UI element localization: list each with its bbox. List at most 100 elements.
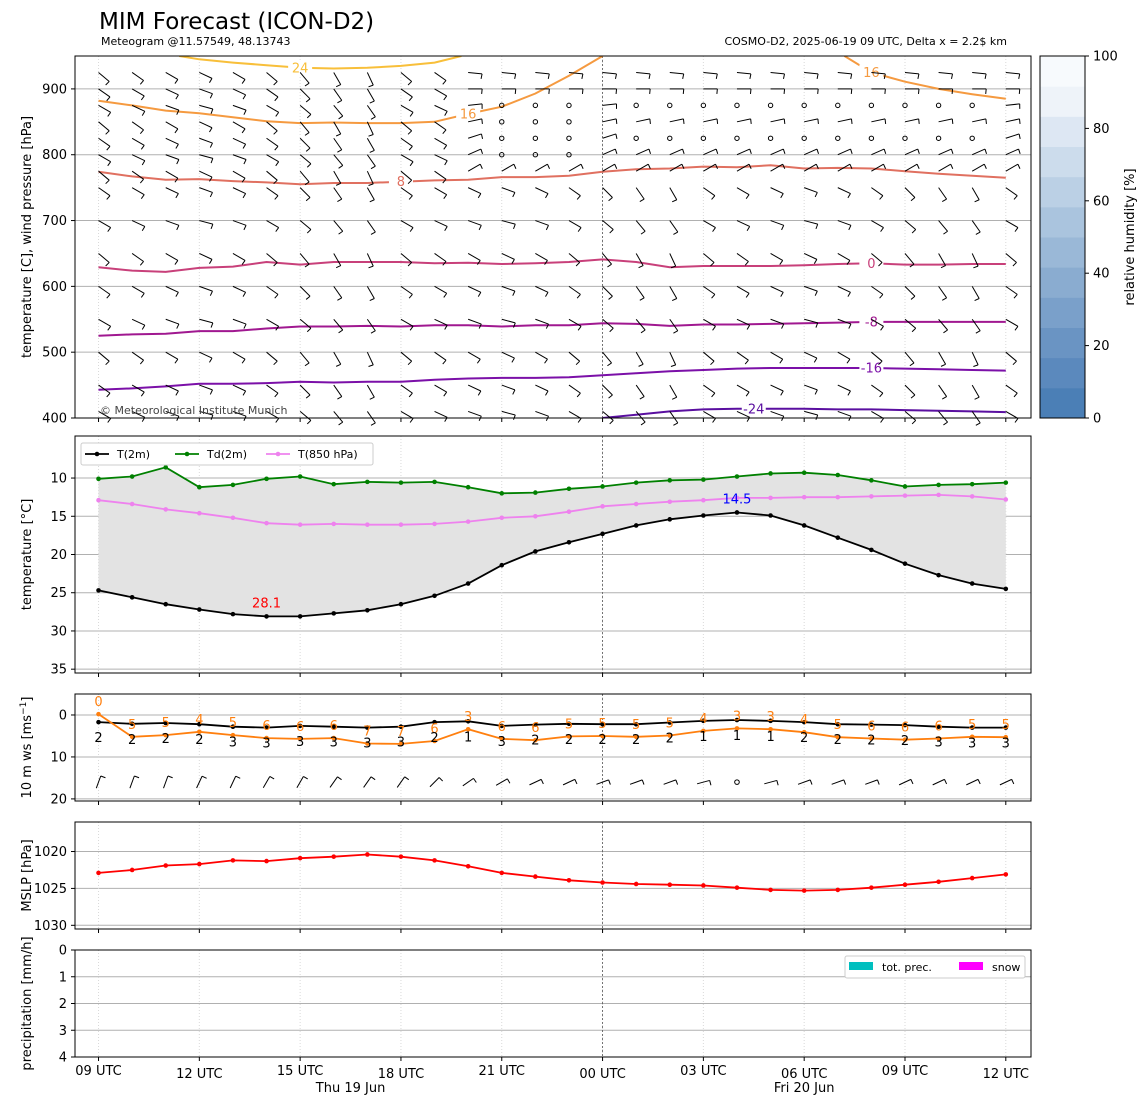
figure-title: MIM Forecast (ICON-D2) [99, 9, 374, 35]
wind-barb-flag [368, 134, 374, 137]
wind-barb-staff [199, 88, 213, 95]
wind-barb-staff [199, 285, 213, 292]
data-point [533, 874, 538, 879]
wind-barb-staff [602, 133, 617, 139]
legend-swatch [959, 962, 983, 970]
data-point [869, 885, 874, 890]
gust-value-label: 6 [531, 721, 539, 736]
calm-wind-circle [734, 102, 740, 109]
wind-barb-staff [568, 285, 581, 295]
wind-barb-staff [434, 285, 447, 294]
mean-wind-label: 1 [733, 729, 741, 744]
wind-barb-flag [235, 775, 241, 779]
wind-barb-flag [745, 391, 750, 397]
wind-barb-flag [850, 73, 853, 79]
wind-barb-staff [831, 779, 845, 785]
wind-barb-flag [780, 390, 784, 396]
wind-barb-staff [501, 71, 516, 75]
data-point [902, 882, 908, 888]
wind-barb-flag [303, 776, 308, 780]
wind-barb-staff [366, 411, 376, 424]
day-label: Fri 20 Jun [774, 1081, 835, 1096]
isotherm-line [98, 320, 1006, 337]
y-tick-label: 20 [50, 548, 67, 563]
spread-fill [98, 467, 1006, 617]
wind-barb-flag [1017, 163, 1021, 169]
wind-barb-flag [710, 262, 715, 267]
wind-barb-staff [131, 121, 144, 131]
wind-barb-flag [974, 199, 980, 203]
wind-barb-staff [535, 285, 549, 293]
calm-wind-circle [532, 102, 539, 109]
data-point [969, 875, 975, 881]
data-point [465, 581, 471, 586]
wind-barb-flag [140, 391, 145, 397]
wind-barb-flag [577, 227, 582, 232]
wind-barb-staff [932, 778, 945, 786]
mean-wind-label: 2 [666, 732, 674, 747]
wind-barb-flag [776, 780, 779, 786]
colorbar-tick-label: 80 [1093, 122, 1110, 137]
wind-barb-staff [366, 187, 375, 201]
wind-barb-flag [814, 389, 818, 395]
wind-barb-flag [712, 227, 716, 232]
wind-barb-flag [745, 194, 750, 200]
wind-barb-flag [201, 775, 207, 779]
isotherm-line [98, 258, 1006, 273]
wind-barb-staff [366, 286, 375, 299]
calm-wind-circle [969, 135, 975, 141]
data-point [969, 581, 975, 586]
precipitation-panel: 0 1 2 3 4 precipitation [mm/h] tot. prec. snow [20, 936, 1032, 1071]
wind-barb-flag [918, 118, 920, 124]
wind-barb-flag [608, 779, 611, 785]
wind-barb-flag [850, 118, 853, 124]
wind-barb-staff [131, 170, 144, 180]
wind-barb-staff [635, 253, 644, 266]
wind-barb-flag [639, 198, 645, 202]
wind-barb-flag [577, 325, 582, 331]
wind-barb-staff [669, 148, 683, 156]
data-point [230, 515, 236, 521]
data-point [432, 479, 437, 485]
wind-barb-flag [107, 418, 112, 423]
wind-barb-staff [736, 71, 751, 75]
wind-barb-flag [909, 362, 915, 367]
wind-barb-staff [535, 71, 550, 75]
wind-barb-flag [443, 293, 448, 298]
wind-barb-staff [703, 148, 717, 156]
wind-barb-flag [545, 193, 549, 199]
y-tick-label: 15 [50, 510, 67, 525]
calm-wind-circle [532, 135, 539, 141]
wind-barb-flag [910, 779, 914, 785]
data-point [331, 611, 337, 616]
wind-barb-staff [400, 137, 413, 147]
wind-barb-flag [1018, 73, 1021, 79]
data-point [432, 858, 437, 863]
wind-barb-flag [210, 108, 214, 114]
wind-barb-flag [275, 112, 280, 117]
y-axis-label: precipitation [mm/h] [20, 936, 35, 1070]
data-point [365, 522, 370, 527]
wind-barb-flag [710, 360, 715, 366]
data-point [566, 486, 572, 492]
wind-barb-staff [266, 88, 279, 98]
wind-barb-staff [971, 220, 981, 233]
data-point [96, 476, 101, 482]
wind-barb-staff [971, 187, 980, 201]
wind-barb-staff [468, 118, 482, 123]
mean-wind-label: 3 [296, 735, 304, 750]
wind-barb-staff [131, 137, 145, 146]
wind-barb-staff [366, 351, 374, 366]
wind-barb-flag [140, 144, 145, 150]
wind-barb-staff [467, 187, 482, 195]
y-tick-label: 0 [59, 944, 67, 959]
contour-label-bg [859, 359, 884, 376]
wind-barb-flag [1013, 392, 1018, 398]
wind-barb-staff [797, 779, 811, 785]
wind-barb-staff [232, 88, 246, 96]
wind-barb-staff [669, 220, 679, 233]
wind-barb-flag [174, 128, 179, 134]
wind-barb-staff [938, 384, 948, 397]
pressure-panel: 1020 1025 1030 MSLP [hPa] [20, 821, 1032, 934]
wind-barb-flag [141, 160, 146, 166]
